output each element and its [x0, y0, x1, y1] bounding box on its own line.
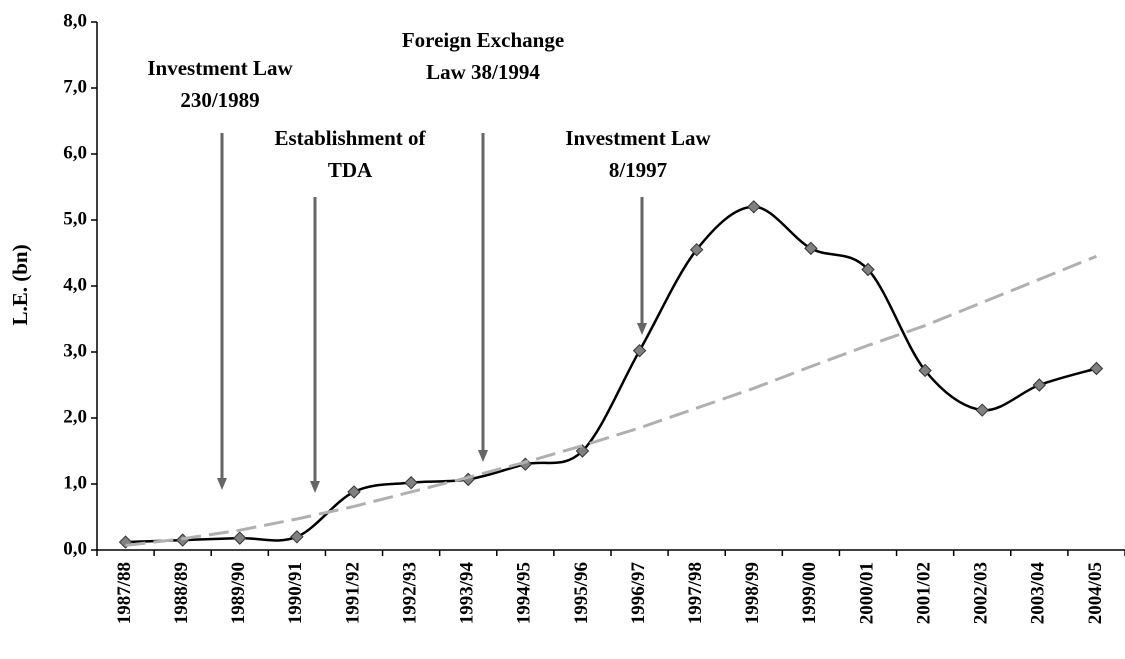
x-tick-label: 1990/91: [285, 562, 306, 624]
marker: [689, 242, 704, 257]
marker: [233, 531, 247, 545]
marker: [804, 241, 818, 256]
marker: [975, 403, 989, 417]
y-axis-label: L.E. (bn): [8, 244, 32, 325]
arrow-head: [478, 450, 488, 462]
x-tick-label: 1989/90: [228, 562, 249, 624]
x-tick-label: 2002/03: [971, 562, 992, 624]
marker: [747, 200, 761, 214]
x-tick-label: 1997/98: [685, 562, 706, 624]
marker: [118, 535, 133, 549]
annotation: Establishment of: [274, 126, 426, 150]
x-tick-label: 1988/89: [171, 562, 192, 624]
x-tick-label: 2000/01: [856, 562, 877, 624]
x-tick-label: 1995/96: [571, 562, 592, 624]
y-tick-label: 4,0: [63, 274, 87, 295]
x-tick-label: 1999/00: [799, 562, 820, 624]
x-tick-label: 2001/02: [913, 562, 934, 624]
x-tick-label: 1992/93: [399, 562, 420, 624]
annotation: 8/1997: [609, 158, 667, 182]
annotation: Foreign Exchange: [402, 28, 564, 52]
annotation: Investment Law: [147, 56, 293, 80]
marker: [632, 343, 647, 358]
marker: [918, 363, 932, 378]
marker: [347, 485, 361, 499]
x-tick-label: 1987/88: [114, 562, 135, 624]
marker: [290, 530, 304, 544]
annotation: 230/1989: [180, 88, 259, 112]
y-tick-label: 6,0: [63, 142, 87, 163]
arrow-head: [310, 481, 320, 493]
y-tick-label: 2,0: [63, 406, 87, 427]
annotation: TDA: [328, 158, 373, 182]
y-tick-label: 7,0: [63, 76, 87, 97]
line: [125, 205, 1097, 544]
x-tick-label: 1994/95: [514, 562, 535, 624]
y-tick-label: 8,0: [63, 10, 87, 31]
marker: [1032, 378, 1047, 392]
y-tick-label: 1,0: [63, 472, 87, 493]
trend-line: [125, 254, 1098, 547]
annotation: Law 38/1994: [426, 60, 540, 84]
annotation: Investment Law: [565, 126, 711, 150]
x-tick-label: 2003/04: [1028, 562, 1049, 625]
x-tick-label: 1996/97: [628, 562, 649, 625]
arrow-head: [637, 323, 647, 335]
y-tick-label: 3,0: [63, 340, 87, 361]
x-tick-label: 1991/92: [342, 562, 363, 624]
y-tick-label: 5,0: [63, 208, 87, 229]
marker: [861, 262, 875, 277]
y-tick-label: 0,0: [63, 538, 87, 559]
x-tick-label: 1998/99: [742, 562, 763, 624]
arrow-head: [217, 478, 227, 490]
x-tick-label: 1993/94: [457, 562, 478, 625]
x-tick-label: 2004/05: [1085, 562, 1106, 624]
marker: [404, 475, 418, 490]
marker: [1089, 361, 1104, 376]
marker: [575, 444, 590, 458]
